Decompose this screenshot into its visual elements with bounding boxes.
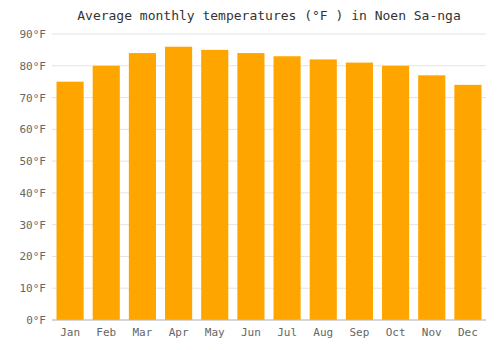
y-tick-label: 40°F bbox=[20, 187, 47, 200]
chart: Average monthly temperatures (°F ) in No… bbox=[0, 0, 500, 350]
x-axis: Jan Feb Mar Apr May Jun Jul Aug Sep Oct Nov Dec bbox=[52, 320, 486, 339]
bar bbox=[237, 53, 264, 320]
x-tick-label: Jul bbox=[277, 326, 297, 339]
x-tick-label: Oct bbox=[386, 326, 406, 339]
bar bbox=[201, 50, 228, 320]
bar bbox=[382, 66, 409, 320]
bar bbox=[129, 53, 156, 320]
x-axis-line bbox=[52, 320, 486, 321]
chart-container: Average monthly temperatures (°F ) in No… bbox=[0, 0, 500, 350]
y-tick-label: 70°F bbox=[20, 92, 47, 105]
y-tick-label: 20°F bbox=[20, 250, 47, 263]
y-tick-label: 60°F bbox=[20, 123, 47, 136]
bar bbox=[93, 66, 120, 320]
bar bbox=[310, 59, 337, 320]
x-tick-label: Aug bbox=[313, 326, 333, 339]
grid-line bbox=[52, 34, 486, 35]
y-tick-label: 30°F bbox=[20, 219, 47, 232]
x-tick-label: Jan bbox=[60, 326, 80, 339]
x-tick-label: Sep bbox=[349, 326, 369, 339]
bar bbox=[346, 63, 373, 320]
bar bbox=[274, 56, 301, 320]
bar bbox=[454, 85, 481, 320]
x-tick-label: Feb bbox=[96, 326, 116, 339]
x-tick-label: Jun bbox=[241, 326, 261, 339]
x-tick-label: Apr bbox=[169, 326, 189, 339]
bar bbox=[418, 75, 445, 320]
y-tick-label: 10°F bbox=[20, 282, 47, 295]
y-axis: 0°F 10°F 20°F 30°F 40°F 50°F 60°F 70°F 80°F 90°F bbox=[20, 28, 487, 327]
y-tick-label: 80°F bbox=[20, 60, 47, 73]
x-tick-label: Nov bbox=[422, 326, 442, 339]
bar bbox=[57, 82, 84, 320]
x-tick-label: Dec bbox=[458, 326, 478, 339]
title: Average monthly temperatures (°F ) in No… bbox=[77, 8, 461, 23]
x-tick-label: Mar bbox=[132, 326, 152, 339]
y-tick-label: 90°F bbox=[20, 28, 47, 41]
bars bbox=[57, 47, 482, 320]
y-tick-label: 50°F bbox=[20, 155, 47, 168]
y-tick-label: 0°F bbox=[26, 314, 46, 327]
x-tick-label: May bbox=[205, 326, 225, 339]
grid-line bbox=[52, 320, 486, 321]
bar bbox=[165, 47, 192, 320]
